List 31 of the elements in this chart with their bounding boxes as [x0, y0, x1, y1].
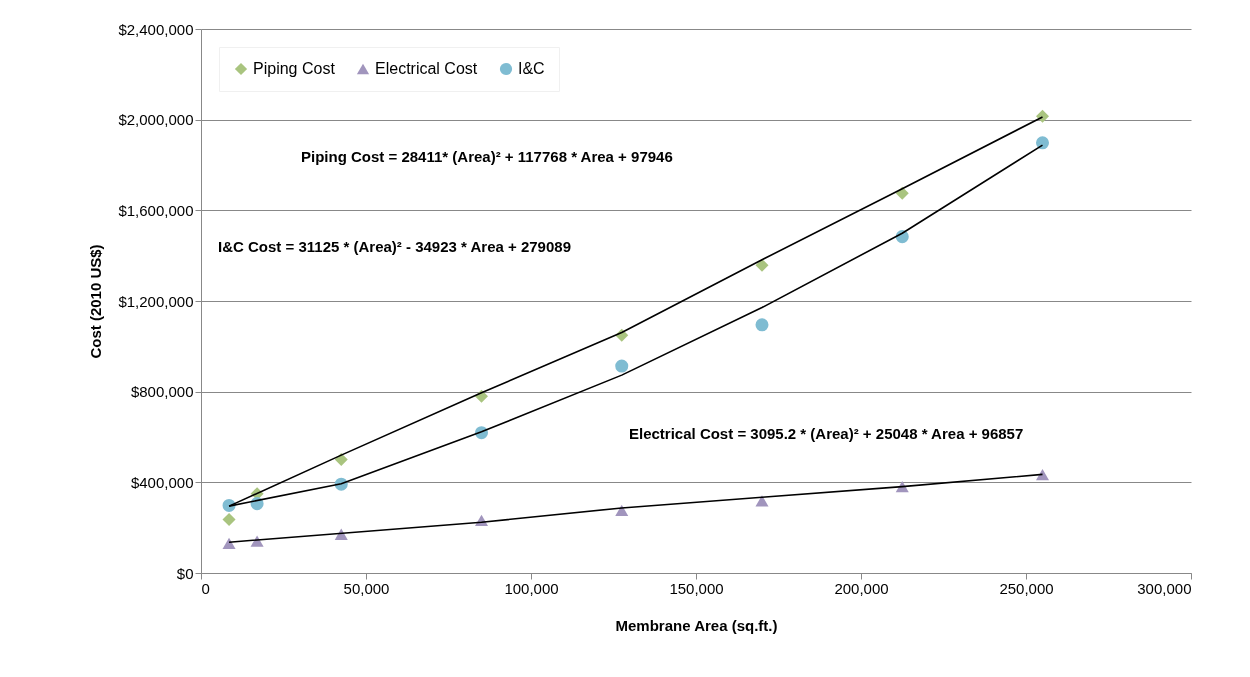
x-tick-label: 50,000 [343, 579, 390, 597]
legend-label: Electrical Cost [375, 60, 478, 77]
point [222, 537, 236, 549]
point [1035, 136, 1050, 150]
x-tick-label: 0 [201, 579, 210, 597]
annotation: I&C Cost = 31125 * (Area)² - 34923 * Area + 279089 [218, 238, 571, 255]
y-tick-label: $2,400,000 [118, 20, 194, 38]
point [1035, 109, 1050, 123]
y-tick-label: $400,000 [130, 473, 194, 491]
point [615, 359, 629, 373]
y-tick-label: $1,200,000 [118, 292, 194, 310]
x-tick-label: 200,000 [834, 579, 889, 597]
legend-label: Piping Cost [253, 60, 336, 77]
x-axis-title: Membrane Area (sq.ft.) [615, 616, 778, 634]
point [755, 258, 769, 272]
annotation: Electrical Cost = 3095.2 * (Area)² + 25048 * Area + 96857 [629, 425, 1024, 442]
y-axis-title: Cost (2010 US$) [87, 244, 105, 359]
y-tick-label: $1,600,000 [118, 201, 194, 219]
annotation: Piping Cost = 28411* (Area)² + 117768 * Area + 97946 [301, 148, 673, 165]
point [755, 495, 769, 507]
y-tick-label: $2,000,000 [118, 111, 194, 129]
x-tick-label: 300,000 [1137, 579, 1192, 597]
y-tick-label: $0 [176, 564, 194, 582]
x-tick-label: 100,000 [504, 579, 559, 597]
point [222, 512, 236, 527]
y-tick-label: $800,000 [130, 383, 194, 401]
x-tick-label: 250,000 [999, 579, 1054, 597]
point [1035, 468, 1050, 481]
point [755, 318, 769, 332]
x-tick-label: 150,000 [669, 579, 724, 597]
legend-label: I&C [518, 60, 545, 77]
